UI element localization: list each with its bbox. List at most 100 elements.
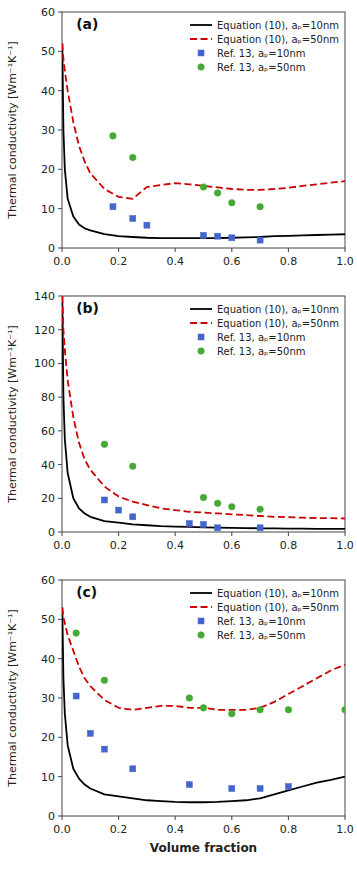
legend-marker bbox=[198, 618, 204, 624]
scatter-point bbox=[87, 730, 93, 736]
y-axis-label: Thermal conductivity [Wm⁻¹K⁻¹] bbox=[6, 41, 19, 220]
y-tick bbox=[58, 12, 62, 13]
x-tick bbox=[345, 532, 346, 536]
scatter-point bbox=[130, 766, 136, 772]
y-tick bbox=[58, 698, 62, 699]
plot-frame bbox=[62, 12, 345, 248]
scatter-point bbox=[110, 133, 117, 140]
scatter-point bbox=[101, 441, 108, 448]
x-tick-label: 0.2 bbox=[110, 823, 128, 836]
x-tick-label: 0.2 bbox=[110, 255, 128, 268]
legend-label: Ref. 13, aₚ=10nm bbox=[217, 332, 305, 343]
y-tick-label: 140 bbox=[34, 290, 55, 303]
legend-label: Equation (10), aₚ=50nm bbox=[217, 602, 339, 613]
x-tick bbox=[231, 816, 232, 820]
x-tick bbox=[345, 248, 346, 252]
scatter-point bbox=[257, 785, 263, 791]
scatter-point bbox=[110, 204, 116, 210]
scatter-point bbox=[285, 707, 292, 714]
y-tick bbox=[58, 464, 62, 465]
x-tick-label: 0.8 bbox=[280, 255, 298, 268]
legend-label: Equation (10), aₚ=10nm bbox=[217, 304, 339, 315]
y-tick bbox=[58, 329, 62, 330]
y-tick-label: 80 bbox=[41, 391, 55, 404]
y-tick bbox=[58, 169, 62, 170]
scatter-point bbox=[73, 693, 79, 699]
legend-label: Ref. 13, aₚ=50nm bbox=[217, 630, 305, 641]
scatter-point bbox=[101, 746, 107, 752]
y-tick-label: 120 bbox=[34, 324, 55, 337]
y-tick-label: 50 bbox=[41, 45, 55, 58]
x-tick bbox=[175, 532, 176, 536]
x-tick bbox=[231, 248, 232, 252]
data-area bbox=[62, 43, 345, 243]
y-tick-label: 60 bbox=[41, 574, 55, 587]
y-tick-label: 60 bbox=[41, 425, 55, 438]
scatter-point bbox=[215, 525, 221, 531]
legend: Equation (10), aₚ=10nm Equation (10), aₚ=… bbox=[190, 304, 339, 357]
legend-marker bbox=[198, 348, 205, 355]
y-tick-label: 20 bbox=[41, 163, 55, 176]
y-tick-label: 0 bbox=[48, 810, 55, 823]
y-tick bbox=[58, 248, 62, 249]
legend-line bbox=[190, 606, 212, 608]
legend-label: Equation (10), aₚ=50nm bbox=[217, 318, 339, 329]
plot-frame bbox=[62, 580, 345, 816]
y-tick-label: 40 bbox=[41, 653, 55, 666]
scatter-point bbox=[215, 233, 221, 239]
scatter-point bbox=[257, 506, 264, 513]
scatter-point bbox=[229, 785, 235, 791]
legend-label: Ref. 13, aₚ=10nm bbox=[217, 48, 305, 59]
scatter-point bbox=[186, 521, 192, 527]
x-tick-label: 1.0 bbox=[336, 823, 354, 836]
legend-label: Ref. 13, aₚ=10nm bbox=[217, 616, 305, 627]
y-tick bbox=[58, 51, 62, 52]
scatter-point bbox=[144, 222, 150, 228]
panel: 01020304050600.00.20.40.60.81.0Thermal c… bbox=[6, 6, 354, 268]
x-tick-label: 0.0 bbox=[53, 255, 71, 268]
scatter-point bbox=[73, 630, 80, 637]
scatter-point bbox=[116, 507, 122, 513]
x-tick bbox=[118, 532, 119, 536]
legend: Equation (10), aₚ=10nmEquation (10), aₚ=… bbox=[190, 20, 339, 73]
scatter-point bbox=[201, 521, 207, 527]
scatter-point bbox=[200, 184, 207, 191]
x-tick-label: 1.0 bbox=[336, 539, 354, 552]
figure: 01020304050600.00.20.40.60.81.0Thermal c… bbox=[0, 0, 357, 880]
y-tick bbox=[58, 737, 62, 738]
legend-line bbox=[190, 308, 212, 310]
y-tick-label: 60 bbox=[41, 6, 55, 19]
x-tick-label: 0.0 bbox=[53, 823, 71, 836]
scatter-point bbox=[214, 190, 221, 197]
scatter-point bbox=[342, 707, 345, 714]
y-tick-label: 0 bbox=[48, 526, 55, 539]
scatter-point bbox=[257, 203, 264, 210]
plot-frame bbox=[62, 296, 345, 532]
x-tick bbox=[288, 248, 289, 252]
y-tick bbox=[58, 130, 62, 131]
scatter-point bbox=[257, 707, 264, 714]
x-tick bbox=[118, 816, 119, 820]
data-area bbox=[62, 296, 345, 531]
y-tick bbox=[58, 816, 62, 817]
x-tick bbox=[62, 248, 63, 252]
series-line bbox=[62, 43, 345, 238]
x-tick-label: 1.0 bbox=[336, 255, 354, 268]
y-tick bbox=[58, 776, 62, 777]
scatter-point bbox=[200, 494, 207, 501]
series-line bbox=[62, 296, 345, 529]
legend-line bbox=[190, 592, 212, 594]
y-tick-label: 100 bbox=[34, 357, 55, 370]
scatter-point bbox=[285, 784, 291, 790]
legend-marker bbox=[198, 334, 204, 340]
scatter-point bbox=[186, 782, 192, 788]
scatter-point bbox=[229, 503, 236, 510]
y-tick bbox=[58, 619, 62, 620]
x-tick bbox=[118, 248, 119, 252]
legend: Equation (10), aₚ=10nmEquation (10), aₚ=… bbox=[190, 588, 339, 641]
x-tick bbox=[345, 816, 346, 820]
x-axis-label: Volume fraction bbox=[150, 841, 257, 855]
scatter-point bbox=[186, 695, 193, 702]
y-tick-label: 10 bbox=[41, 771, 55, 784]
scatter-point bbox=[229, 235, 235, 241]
